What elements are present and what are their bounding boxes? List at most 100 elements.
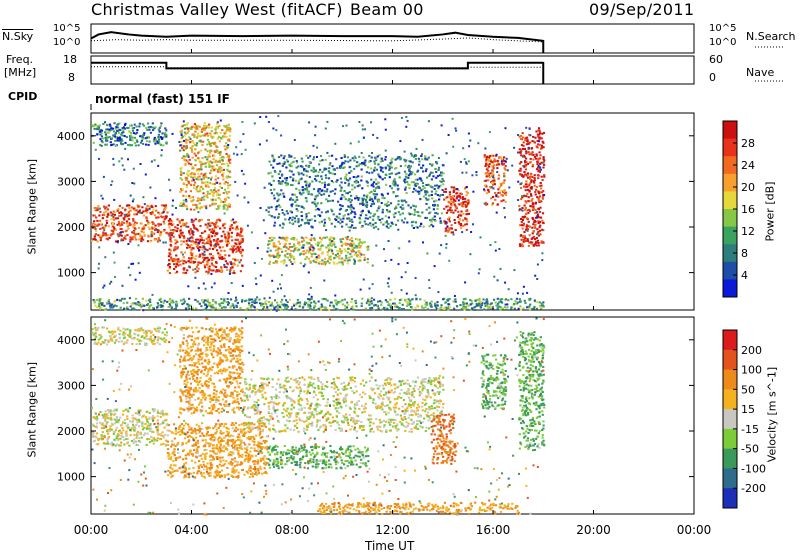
- power-cell: [329, 258, 332, 261]
- power-cell: [370, 224, 373, 227]
- power-cell: [209, 151, 212, 154]
- power-cell: [305, 215, 308, 218]
- power-cell: [187, 180, 190, 183]
- power-cell: [208, 304, 212, 307]
- power-cell: [159, 297, 162, 300]
- power-cell: [342, 243, 345, 246]
- power-cell: [207, 303, 210, 306]
- power-cell: [366, 181, 369, 184]
- velocity-cell: [110, 413, 113, 416]
- power-cell: [267, 300, 270, 303]
- power-cell: [114, 211, 117, 214]
- power-cell: [172, 235, 175, 238]
- power-cell: [175, 239, 178, 242]
- power-cell: [312, 166, 315, 169]
- power-cell: [361, 199, 364, 201]
- power-cell: [368, 154, 371, 157]
- power-cell: [271, 215, 274, 218]
- power-cell: [412, 181, 415, 184]
- power-cell: [116, 130, 119, 133]
- power-cell: [526, 217, 529, 220]
- power-cell: [240, 240, 243, 243]
- power-cell: [189, 258, 192, 261]
- power-cell: [221, 173, 224, 176]
- power-cell: [278, 236, 281, 239]
- power-cell: [204, 266, 207, 269]
- power-cell: [191, 307, 194, 310]
- power-cell: [214, 168, 217, 170]
- power-cell: [109, 304, 112, 307]
- power-cell: [293, 157, 296, 159]
- power-cell: [489, 244, 492, 246]
- power-cell: [313, 300, 316, 303]
- power-cell: [310, 301, 313, 304]
- power-cell: [236, 234, 239, 237]
- power-cell: [226, 181, 229, 184]
- velocity-cell: [119, 444, 122, 447]
- power-cell: [200, 218, 203, 221]
- power-cell: [194, 159, 197, 162]
- power-cell: [324, 211, 328, 214]
- power-cell: [535, 154, 538, 157]
- power-cell: [232, 304, 235, 307]
- power-cell: [236, 238, 239, 241]
- velocity-cell: [166, 413, 169, 416]
- power-cell: [408, 184, 411, 186]
- power-cell: [118, 211, 121, 214]
- power-cell: [183, 260, 186, 262]
- power-cell: [205, 207, 208, 210]
- power-cell: [440, 180, 443, 183]
- velocity-cell: [139, 409, 142, 412]
- power-cell: [428, 206, 431, 209]
- power-cell: [181, 231, 184, 234]
- power-cell: [373, 304, 376, 307]
- power-cell: [346, 217, 349, 220]
- power-cell: [137, 244, 140, 247]
- power-cell: [489, 186, 492, 189]
- power-cell: [156, 302, 159, 305]
- power-cell: [543, 159, 546, 162]
- velocity-cell: [148, 417, 151, 420]
- power-cell: [201, 248, 204, 251]
- velocity-cell: [122, 436, 125, 438]
- power-cell: [364, 223, 367, 226]
- cpid-program: normal (fast) 151 IF: [95, 92, 230, 106]
- power-cell: [124, 215, 127, 218]
- power-cell: [286, 160, 289, 163]
- power-cell: [487, 179, 490, 182]
- power-cell: [229, 270, 231, 273]
- power-cell: [532, 140, 535, 143]
- power-cell: [192, 268, 195, 271]
- velocity-cell: [122, 429, 125, 432]
- power-cell: [478, 268, 481, 271]
- power-cell: [205, 194, 208, 197]
- power-cell: [226, 242, 229, 245]
- power-cell: [191, 140, 194, 143]
- power-cell: [339, 198, 342, 200]
- power-cell: [494, 192, 497, 194]
- power-cell: [534, 274, 537, 277]
- power-cell: [289, 249, 293, 252]
- power-cell: [320, 220, 324, 223]
- power-cell: [262, 307, 265, 310]
- power-cell: [539, 305, 542, 308]
- power-cell: [407, 174, 410, 177]
- power-cell: [282, 245, 285, 248]
- power-cell: [536, 300, 539, 303]
- power-cell: [194, 261, 197, 263]
- velocity-cell: [131, 421, 134, 424]
- power-cell: [397, 203, 400, 206]
- power-cell: [118, 136, 121, 139]
- power-cell: [203, 250, 206, 253]
- power-cell: [370, 297, 373, 300]
- power-cell: [215, 208, 218, 210]
- power-cell: [187, 306, 190, 309]
- power-cell: [312, 188, 316, 191]
- power-cell: [284, 250, 287, 252]
- power-cell: [104, 256, 107, 259]
- power-cell: [534, 223, 537, 226]
- power-cell: [293, 139, 296, 141]
- power-cell: [241, 121, 244, 123]
- power-cell: [321, 244, 324, 247]
- power-cell: [215, 242, 218, 245]
